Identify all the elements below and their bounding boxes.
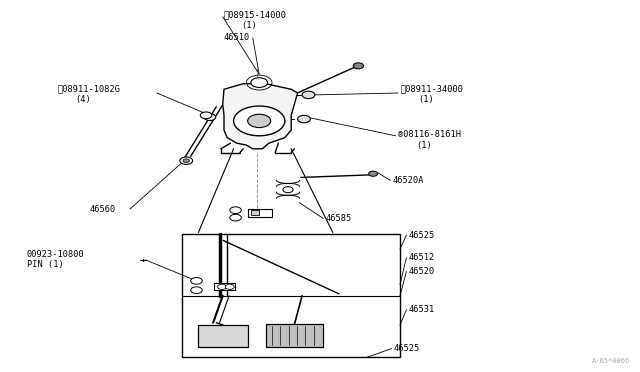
Text: Ⓞ08911-34000: Ⓞ08911-34000 xyxy=(401,85,463,94)
Text: Ⓞ08911-1082G: Ⓞ08911-1082G xyxy=(58,85,120,94)
Text: Ⓟ08915-14000: Ⓟ08915-14000 xyxy=(224,10,287,19)
Circle shape xyxy=(180,157,193,164)
Circle shape xyxy=(225,284,234,289)
Circle shape xyxy=(230,207,241,214)
Polygon shape xyxy=(223,84,298,149)
Circle shape xyxy=(302,91,315,99)
Circle shape xyxy=(353,63,364,69)
Text: 46585: 46585 xyxy=(325,214,351,223)
Text: (1): (1) xyxy=(242,21,257,30)
Text: 46510: 46510 xyxy=(223,33,250,42)
Bar xyxy=(182,234,400,357)
Text: 46520A: 46520A xyxy=(393,176,424,185)
Bar xyxy=(266,324,323,347)
Circle shape xyxy=(200,112,212,119)
Text: 46525: 46525 xyxy=(408,231,435,240)
Circle shape xyxy=(191,287,202,294)
Circle shape xyxy=(251,78,268,87)
Text: A·65*0066: A·65*0066 xyxy=(592,358,630,364)
Text: 46531: 46531 xyxy=(408,305,435,314)
Circle shape xyxy=(191,278,202,284)
Circle shape xyxy=(218,284,227,289)
Text: (1): (1) xyxy=(419,95,435,104)
Text: 00923-10800: 00923-10800 xyxy=(27,250,84,259)
Bar xyxy=(214,283,235,290)
Circle shape xyxy=(248,114,271,128)
Circle shape xyxy=(369,171,378,176)
Circle shape xyxy=(204,114,216,121)
Bar xyxy=(251,210,259,215)
Circle shape xyxy=(298,115,310,123)
Text: PIN (1): PIN (1) xyxy=(27,260,63,269)
Circle shape xyxy=(183,159,189,163)
Circle shape xyxy=(283,187,293,193)
Text: (4): (4) xyxy=(76,95,92,104)
Text: ®08116-8161H: ®08116-8161H xyxy=(398,130,461,139)
Text: 46512: 46512 xyxy=(408,253,435,262)
Text: 46525: 46525 xyxy=(394,344,420,353)
Text: 46560: 46560 xyxy=(89,205,116,214)
Text: (1): (1) xyxy=(416,141,432,150)
Circle shape xyxy=(234,106,285,136)
Bar xyxy=(198,325,248,347)
Bar xyxy=(248,209,272,217)
Circle shape xyxy=(230,214,241,221)
Text: 46520: 46520 xyxy=(408,267,435,276)
